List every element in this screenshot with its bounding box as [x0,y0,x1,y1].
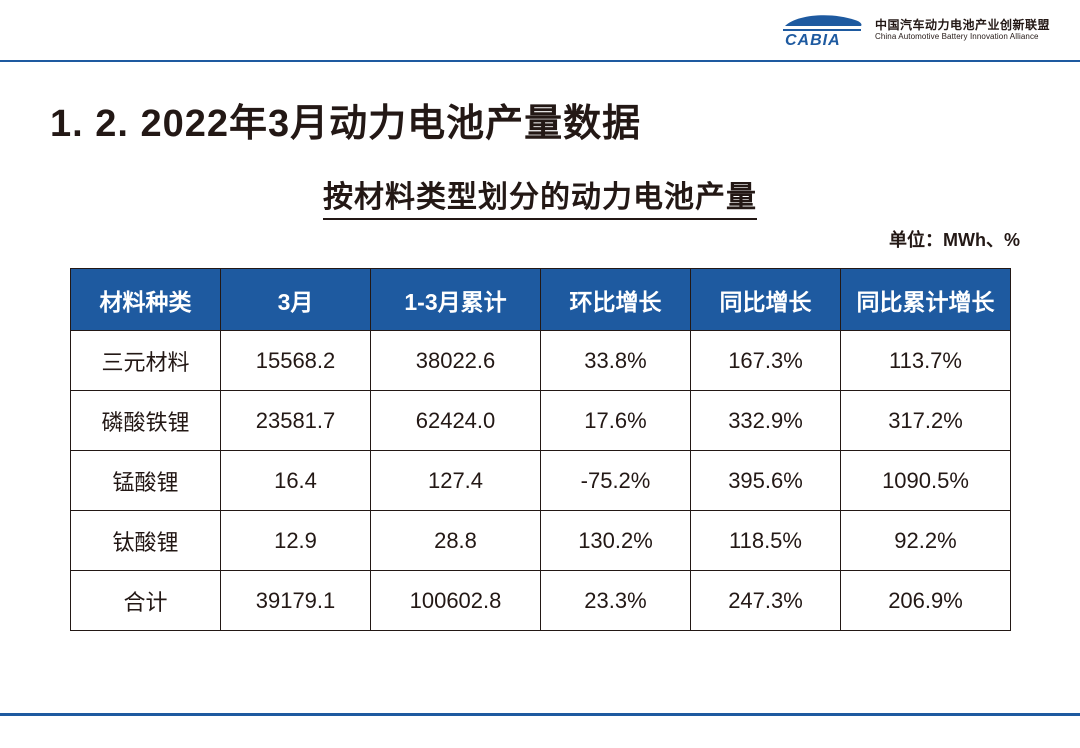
cell-cum-yoy: 113.7% [841,331,1011,391]
brand-text: 中国汽车动力电池产业创新联盟 China Automotive Battery … [875,19,1050,42]
cell-yoy: 395.6% [691,451,841,511]
cell-material: 合计 [71,571,221,631]
cell-material: 磷酸铁锂 [71,391,221,451]
table-row: 三元材料 15568.2 38022.6 33.8% 167.3% 113.7% [71,331,1011,391]
brand-logo-block: CABIA 中国汽车动力电池产业创新联盟 China Automotive Ba… [777,12,1050,48]
cell-cumulative: 38022.6 [371,331,541,391]
cell-cumulative: 100602.8 [371,571,541,631]
cell-cumulative: 127.4 [371,451,541,511]
cell-mom: -75.2% [541,451,691,511]
cell-cum-yoy: 206.9% [841,571,1011,631]
cell-march: 39179.1 [221,571,371,631]
subheading-wrap: 按材料类型划分的动力电池产量 [0,172,1080,220]
cell-yoy: 247.3% [691,571,841,631]
brand-name-en: China Automotive Battery Innovation Alli… [875,32,1050,41]
unit-label: 单位：MWh、% [889,226,1020,252]
cell-cum-yoy: 1090.5% [841,451,1011,511]
col-header-cumulative: 1-3月累计 [371,269,541,331]
section-heading: 1. 2. 2022年3月动力电池产量数据 [50,92,641,147]
col-header-cum-yoy: 同比累计增长 [841,269,1011,331]
table-row: 锰酸锂 16.4 127.4 -75.2% 395.6% 1090.5% [71,451,1011,511]
top-divider [0,60,1080,62]
production-table: 材料种类 3月 1-3月累计 环比增长 同比增长 同比累计增长 三元材料 155… [70,268,1011,631]
cell-cum-yoy: 317.2% [841,391,1011,451]
cell-cumulative: 28.8 [371,511,541,571]
col-header-march: 3月 [221,269,371,331]
table-body: 三元材料 15568.2 38022.6 33.8% 167.3% 113.7%… [71,331,1011,631]
cell-material: 锰酸锂 [71,451,221,511]
cell-yoy: 118.5% [691,511,841,571]
table-row-total: 合计 39179.1 100602.8 23.3% 247.3% 206.9% [71,571,1011,631]
cell-mom: 23.3% [541,571,691,631]
cell-march: 12.9 [221,511,371,571]
cell-march: 16.4 [221,451,371,511]
cell-mom: 17.6% [541,391,691,451]
cell-yoy: 332.9% [691,391,841,451]
cell-material: 三元材料 [71,331,221,391]
col-header-material: 材料种类 [71,269,221,331]
col-header-yoy: 同比增长 [691,269,841,331]
col-header-mom: 环比增长 [541,269,691,331]
cell-mom: 33.8% [541,331,691,391]
cell-march: 23581.7 [221,391,371,451]
bottom-divider [0,713,1080,716]
cell-cum-yoy: 92.2% [841,511,1011,571]
cell-cumulative: 62424.0 [371,391,541,451]
cell-march: 15568.2 [221,331,371,391]
brand-name-cn: 中国汽车动力电池产业创新联盟 [875,19,1050,33]
table-row: 磷酸铁锂 23581.7 62424.0 17.6% 332.9% 317.2% [71,391,1011,451]
table-header-row: 材料种类 3月 1-3月累计 环比增长 同比增长 同比累计增长 [71,269,1011,331]
header-bar: CABIA 中国汽车动力电池产业创新联盟 China Automotive Ba… [0,0,1080,60]
cell-mom: 130.2% [541,511,691,571]
table-row: 钛酸锂 12.9 28.8 130.2% 118.5% 92.2% [71,511,1011,571]
logo-acronym: CABIA [785,32,841,48]
cabia-logo-icon: CABIA [777,12,867,48]
table-title: 按材料类型划分的动力电池产量 [323,172,757,220]
cell-material: 钛酸锂 [71,511,221,571]
cell-yoy: 167.3% [691,331,841,391]
